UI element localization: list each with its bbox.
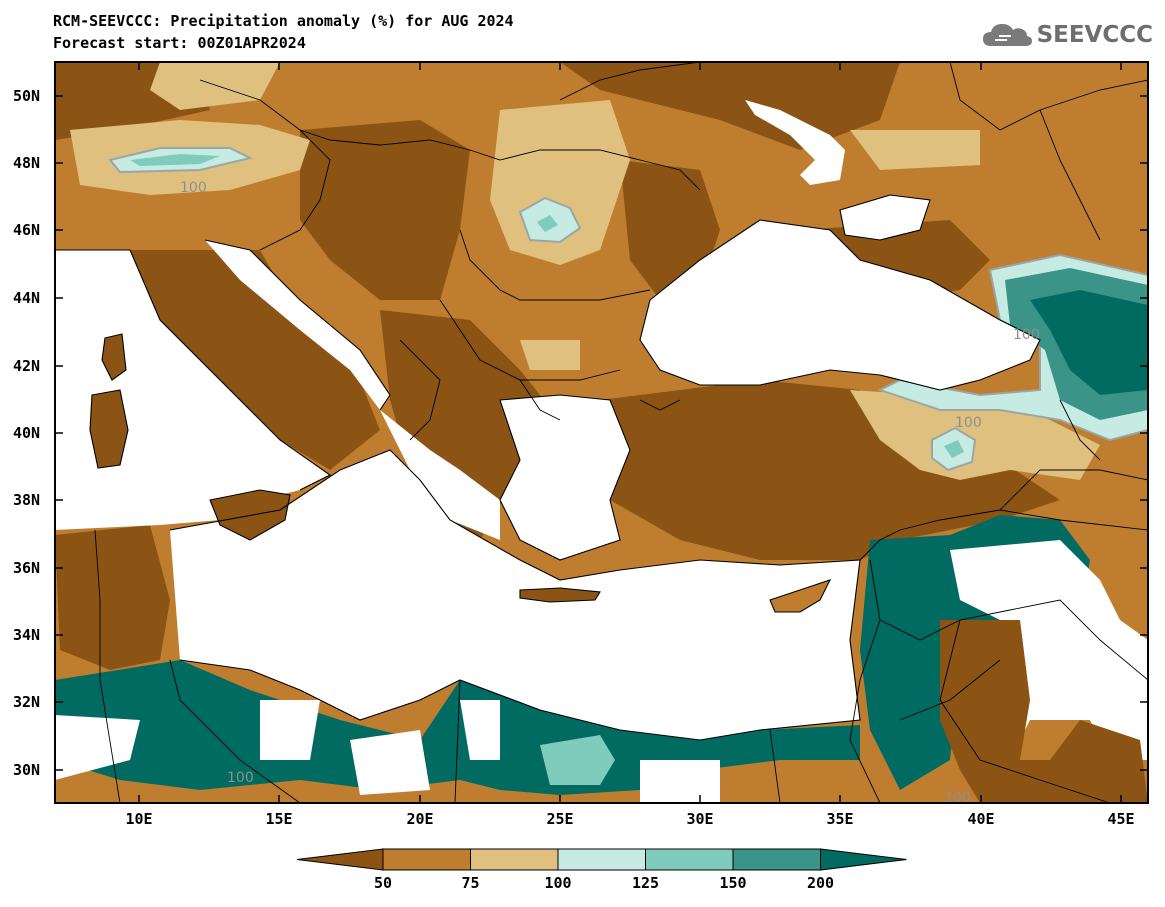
lake-dnieper — [745, 100, 845, 185]
seevccc-logo: SEEVCCC — [981, 20, 1153, 50]
colorbar-cell-lower — [296, 848, 384, 871]
dry-region-iraq — [940, 620, 1148, 803]
lat-label-32n: 32N — [13, 693, 40, 711]
colorbar-cell-5 — [732, 848, 821, 871]
country-borders — [94, 62, 1148, 803]
colorbar-cell-2 — [470, 848, 559, 871]
lon-label-15e: 15E — [265, 810, 292, 828]
lat-label-38n: 38N — [13, 491, 40, 509]
colorbar-cell-4 — [645, 848, 734, 871]
lat-label-44n: 44N — [13, 289, 40, 307]
island-sardinia — [90, 390, 128, 468]
map-field: 100 100 100 100 100 — [55, 62, 1148, 806]
no-data-north-africa — [55, 700, 720, 803]
sea-black — [640, 220, 1040, 390]
colorbar-tick-label: 200 — [807, 874, 834, 892]
lat-label-30n: 30N — [13, 761, 40, 779]
logo-text: SEEVCCC — [1036, 22, 1153, 48]
dry-region-anatolia — [600, 380, 1060, 560]
forecast-start-label: Forecast start: 00Z01APR2024 — [53, 34, 306, 52]
contour-label-anatolia: 100 — [955, 415, 982, 431]
contour-label-libya: 100 — [227, 770, 254, 786]
slightly-dry-bulgaria — [520, 340, 580, 370]
lat-label-34n: 34N — [13, 626, 40, 644]
lat-label-50n: 50N — [13, 87, 40, 105]
wet-region-caucasus-core — [1030, 290, 1148, 395]
lon-label-40e: 40E — [967, 810, 994, 828]
dry-region-italy — [130, 250, 380, 470]
lat-label-46n: 46N — [13, 221, 40, 239]
lon-label-25e: 25E — [546, 810, 573, 828]
island-corsica — [102, 334, 126, 380]
slightly-dry-ukraine — [850, 130, 980, 170]
colorbar-cell-upper — [820, 848, 907, 871]
lon-label-30e: 30E — [686, 810, 713, 828]
colorbar-cell-3 — [557, 848, 646, 871]
wet-region-anatolia-core — [944, 440, 964, 458]
sea-adriatic — [205, 240, 390, 410]
dry-region-central-europe — [300, 120, 470, 300]
cloud-icon — [982, 24, 1032, 46]
contour-label-levant: 100 — [944, 790, 971, 806]
colorbar-tick-label: 125 — [632, 874, 659, 892]
wet-region-libya-light — [540, 735, 615, 785]
colorbar: 50 75 100 125 150 200 — [296, 848, 907, 892]
lon-label-20e: 20E — [406, 810, 433, 828]
contour-label-alps: 100 — [180, 180, 207, 196]
sea-azov — [840, 195, 930, 240]
colorbar-tick-label: 150 — [719, 874, 746, 892]
contour-label-caucasus: 100 — [1013, 327, 1040, 343]
sea-aegean — [500, 395, 630, 560]
lat-label-48n: 48N — [13, 154, 40, 172]
lat-label-42n: 42N — [13, 357, 40, 375]
colorbar-tick-label: 75 — [461, 874, 479, 892]
coastlines — [55, 194, 1041, 741]
lat-label-40n: 40N — [13, 424, 40, 442]
longitude-axis: 10E 15E 20E 25E 30E 35E 40E 45E — [125, 62, 1135, 828]
lon-label-45e: 45E — [1107, 810, 1134, 828]
wet-region-alps-core — [130, 154, 220, 166]
island-crete — [520, 588, 600, 602]
colorbar-tick-label: 50 — [374, 874, 392, 892]
slightly-dry-anatolia-east — [850, 390, 1100, 480]
colorbar-tick-label: 100 — [544, 874, 571, 892]
map-title: RCM-SEEVCCC: Precipitation anomaly (%) f… — [53, 12, 514, 30]
slightly-dry-poland — [150, 62, 280, 110]
colorbar-cell-1 — [382, 848, 471, 871]
lon-label-10e: 10E — [125, 810, 152, 828]
dry-region-tunisia — [55, 525, 170, 670]
sea-ionian — [380, 410, 500, 540]
sea-adriatic-tyrrhenian — [55, 250, 330, 530]
latitude-axis: 50N 48N 46N 44N 42N 40N 38N 36N 34N 32N … — [13, 87, 1148, 779]
island-cyprus — [770, 580, 830, 612]
sea-mediterranean — [170, 450, 860, 740]
wet-region-romania-core — [537, 215, 558, 232]
lat-label-36n: 36N — [13, 559, 40, 577]
lon-label-35e: 35E — [826, 810, 853, 828]
dry-region-caucasus-north — [800, 220, 990, 300]
